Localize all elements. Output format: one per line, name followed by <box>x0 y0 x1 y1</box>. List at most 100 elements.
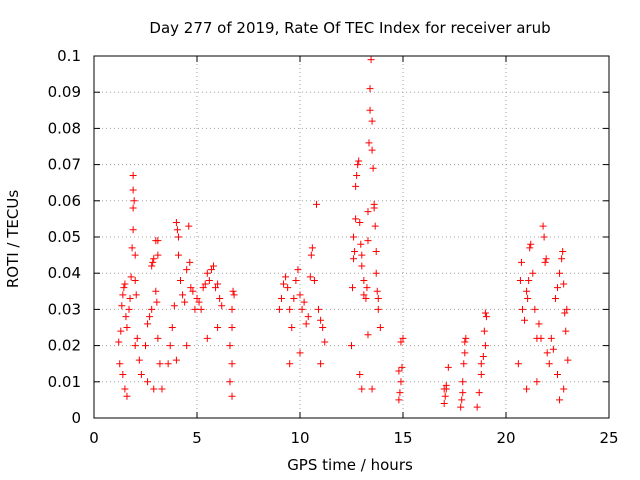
data-point <box>481 342 489 350</box>
data-point <box>556 269 564 277</box>
data-point <box>119 371 127 379</box>
data-point <box>115 338 123 346</box>
data-point <box>458 396 466 404</box>
data-point <box>214 280 222 288</box>
data-point <box>398 363 406 371</box>
data-point <box>358 385 366 393</box>
data-point <box>397 378 405 386</box>
data-point <box>517 258 525 266</box>
data-point <box>275 305 283 313</box>
data-point <box>308 244 316 252</box>
data-point <box>132 291 140 299</box>
data-point <box>282 273 290 281</box>
data-point <box>541 258 549 266</box>
data-point <box>371 222 379 230</box>
data-point <box>374 305 382 313</box>
data-point <box>156 360 164 368</box>
data-point <box>119 291 127 299</box>
data-point <box>524 295 532 303</box>
data-point <box>354 161 362 169</box>
data-point <box>128 244 136 252</box>
data-point <box>442 381 450 389</box>
x-tick-label: 15 <box>393 429 412 447</box>
data-point <box>457 403 465 411</box>
data-point <box>539 222 547 230</box>
data-point <box>228 324 236 331</box>
chart-title: Day 277 of 2019, Rate Of TEC Index for r… <box>149 19 550 37</box>
data-point <box>481 309 489 317</box>
data-point <box>349 284 357 292</box>
data-point <box>130 197 138 205</box>
data-point <box>123 324 131 331</box>
data-point <box>212 284 220 292</box>
data-point <box>120 284 128 292</box>
data-point <box>351 247 359 255</box>
data-point <box>475 389 483 397</box>
data-point <box>543 349 551 357</box>
data-point <box>560 385 568 393</box>
data-point <box>317 316 325 324</box>
data-point <box>226 342 234 350</box>
data-points-layer <box>115 56 572 411</box>
data-point <box>298 305 306 313</box>
data-point <box>482 313 490 321</box>
data-point <box>559 247 567 255</box>
data-point <box>395 367 403 375</box>
data-point <box>137 371 145 379</box>
data-point <box>370 204 378 212</box>
data-point <box>228 360 236 368</box>
data-point <box>562 327 570 335</box>
x-tick-label: 5 <box>192 429 202 447</box>
data-point <box>207 266 215 274</box>
data-point <box>479 352 487 360</box>
data-point <box>395 396 403 404</box>
data-point <box>126 295 134 303</box>
data-point <box>116 360 124 368</box>
data-point <box>230 291 238 299</box>
data-point <box>142 342 149 350</box>
data-point <box>477 371 485 379</box>
data-point <box>133 334 141 342</box>
data-point <box>154 251 162 259</box>
data-point <box>292 276 300 284</box>
data-point <box>477 360 485 368</box>
data-point <box>229 287 237 295</box>
data-point <box>304 313 312 321</box>
data-point <box>144 320 152 328</box>
data-point <box>123 392 131 400</box>
data-point <box>356 219 364 227</box>
x-tick-label: 25 <box>599 429 618 447</box>
data-point <box>181 298 189 306</box>
data-point <box>352 215 360 223</box>
data-point <box>118 302 126 310</box>
data-point <box>537 334 545 342</box>
data-point <box>560 280 568 288</box>
data-point <box>355 157 363 165</box>
data-point <box>460 360 468 368</box>
data-point <box>372 247 380 255</box>
data-point <box>358 262 366 270</box>
data-point <box>551 295 559 303</box>
data-point <box>350 255 358 263</box>
data-point <box>127 273 135 281</box>
data-point <box>144 378 152 386</box>
tick-labels-layer: 0 5 10 15 20 25 0 0.01 0.02 0.03 0.04 0.05 0.06 0.07 0… <box>48 47 619 447</box>
data-point <box>185 222 193 230</box>
data-point <box>564 356 572 364</box>
data-point <box>441 392 449 400</box>
data-point <box>172 356 180 364</box>
data-point <box>150 385 158 393</box>
data-point <box>179 291 187 299</box>
data-point <box>296 291 304 299</box>
y-tick-label: 0.02 <box>48 337 81 355</box>
data-point <box>399 334 407 342</box>
data-point <box>286 360 294 368</box>
data-point <box>129 171 137 179</box>
data-point <box>368 117 376 125</box>
data-point <box>280 280 288 288</box>
data-point <box>440 400 448 408</box>
data-point <box>561 309 569 317</box>
data-point <box>531 305 539 313</box>
data-point <box>459 378 467 386</box>
x-tick-label: 10 <box>290 429 309 447</box>
